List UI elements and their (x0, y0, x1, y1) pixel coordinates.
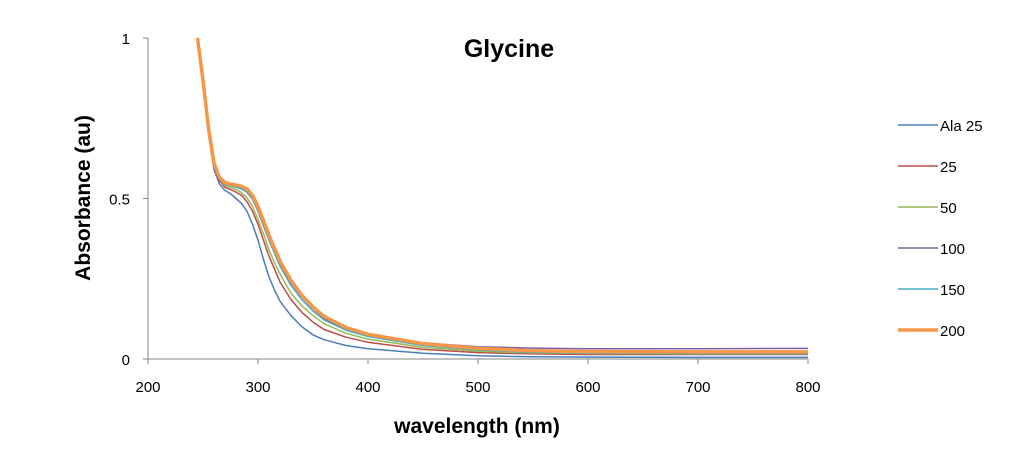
x-tick-label: 400 (355, 379, 380, 396)
series-line-200 (195, 37, 808, 354)
x-tick-label: 200 (135, 379, 160, 396)
series-layer (195, 37, 809, 359)
legend-label: 150 (940, 282, 965, 299)
legend-label: Ala 25 (940, 118, 983, 135)
legend-label: 25 (940, 159, 957, 176)
x-tick-label: 300 (245, 379, 270, 396)
x-tick-label: 600 (575, 379, 600, 396)
series-line-ala-25 (196, 37, 808, 359)
legend: Ala 25 25 50 100 150 200 (898, 118, 983, 340)
series-line-150 (196, 37, 808, 355)
legend-label: 200 (940, 323, 965, 340)
legend-label: 100 (940, 241, 965, 258)
x-tick-label: 500 (465, 379, 490, 396)
y-tick-label: 0 (122, 352, 130, 369)
x-tick-label: 800 (795, 379, 820, 396)
legend-label: 50 (940, 200, 957, 217)
series-line-50 (196, 37, 808, 355)
y-tick-label: 1 (122, 31, 130, 48)
ticks-layer: 200 300 400 500 600 700 800 0 0.5 1 (109, 31, 820, 396)
y-axis-title: Absorbance (au) (72, 115, 95, 281)
y-tick-label: 0.5 (109, 192, 130, 209)
x-axis-title: wavelength (nm) (393, 415, 560, 438)
series-line-100 (196, 37, 809, 350)
chart-title: Glycine (464, 35, 554, 63)
series-line-25 (196, 37, 808, 356)
x-tick-label: 700 (685, 379, 710, 396)
